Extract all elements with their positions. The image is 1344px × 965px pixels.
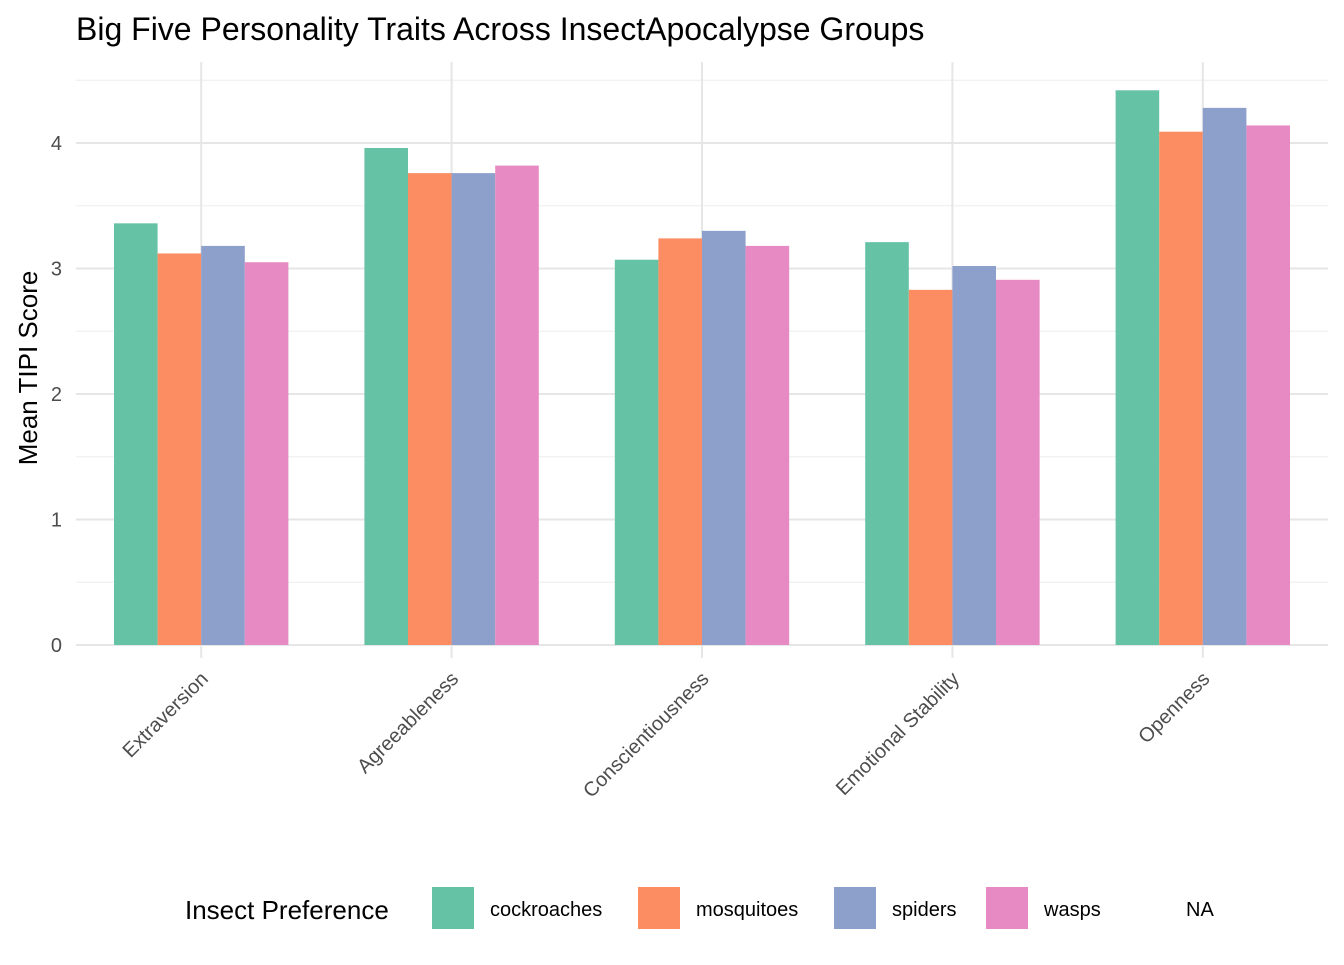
bar-wasps-openness [1246, 125, 1290, 646]
bar-cockroaches-extraversion [114, 223, 158, 645]
bar-spiders-emotional-stability [952, 265, 996, 645]
legend-key-cockroaches [432, 887, 474, 929]
bars [114, 90, 1290, 646]
legend-label-cockroaches: cockroaches [490, 899, 602, 921]
legend-label-wasps: wasps [1043, 899, 1101, 921]
legend-label-na: NA [1186, 899, 1214, 921]
bar-cockroaches-agreeableness [364, 148, 408, 645]
legend-label-spiders: spiders [892, 899, 956, 921]
bar-wasps-agreeableness [495, 165, 539, 645]
legend-key-spiders [834, 887, 876, 929]
x-tick-label: Emotional Stability [832, 668, 964, 800]
bar-mosquitoes-extraversion [157, 253, 202, 645]
bar-mosquitoes-agreeableness [408, 173, 452, 645]
x-tick-label: Extraversion [119, 668, 213, 762]
bar-cockroaches-conscientiousness [614, 259, 659, 645]
y-axis-label: Mean TIPI Score [13, 271, 43, 466]
bar-spiders-agreeableness [451, 173, 496, 645]
x-tick-label: Agreeableness [353, 668, 463, 778]
legend-key-wasps [986, 887, 1028, 929]
x-tick-label: Conscientiousness [579, 668, 713, 802]
y-tick-label: 2 [51, 384, 62, 406]
legend-title: Insect Preference [185, 895, 389, 925]
legend-label-mosquitoes: mosquitoes [696, 899, 798, 921]
x-axis-tick-labels: Extraversion Agreeableness Conscientiousne… [119, 668, 1215, 802]
chart-title: Big Five Personality Traits Across Insec… [76, 11, 924, 47]
bar-mosquitoes-conscientiousness [658, 238, 702, 645]
legend: Insect Preference cockroaches mosquitoes s… [185, 887, 1214, 929]
bar-mosquitoes-emotional-stability [908, 289, 953, 645]
y-axis-tick-labels: 0 1 2 3 4 [51, 133, 62, 657]
bar-cockroaches-openness [1115, 90, 1160, 646]
y-tick-label: 1 [51, 510, 62, 532]
bar-spiders-extraversion [201, 245, 245, 645]
bar-cockroaches-emotional-stability [865, 242, 909, 645]
bar-mosquitoes-openness [1159, 131, 1203, 645]
legend-key-mosquitoes [638, 887, 680, 929]
bar-wasps-conscientiousness [745, 245, 790, 645]
bar-spiders-conscientiousness [702, 230, 746, 645]
y-tick-label: 4 [51, 133, 62, 155]
bar-wasps-extraversion [244, 262, 289, 645]
y-tick-label: 3 [51, 259, 62, 281]
bar-spiders-openness [1202, 107, 1247, 646]
x-tick-label: Openness [1134, 668, 1214, 748]
bar-wasps-emotional-stability [996, 279, 1040, 645]
y-tick-label: 0 [51, 635, 62, 657]
